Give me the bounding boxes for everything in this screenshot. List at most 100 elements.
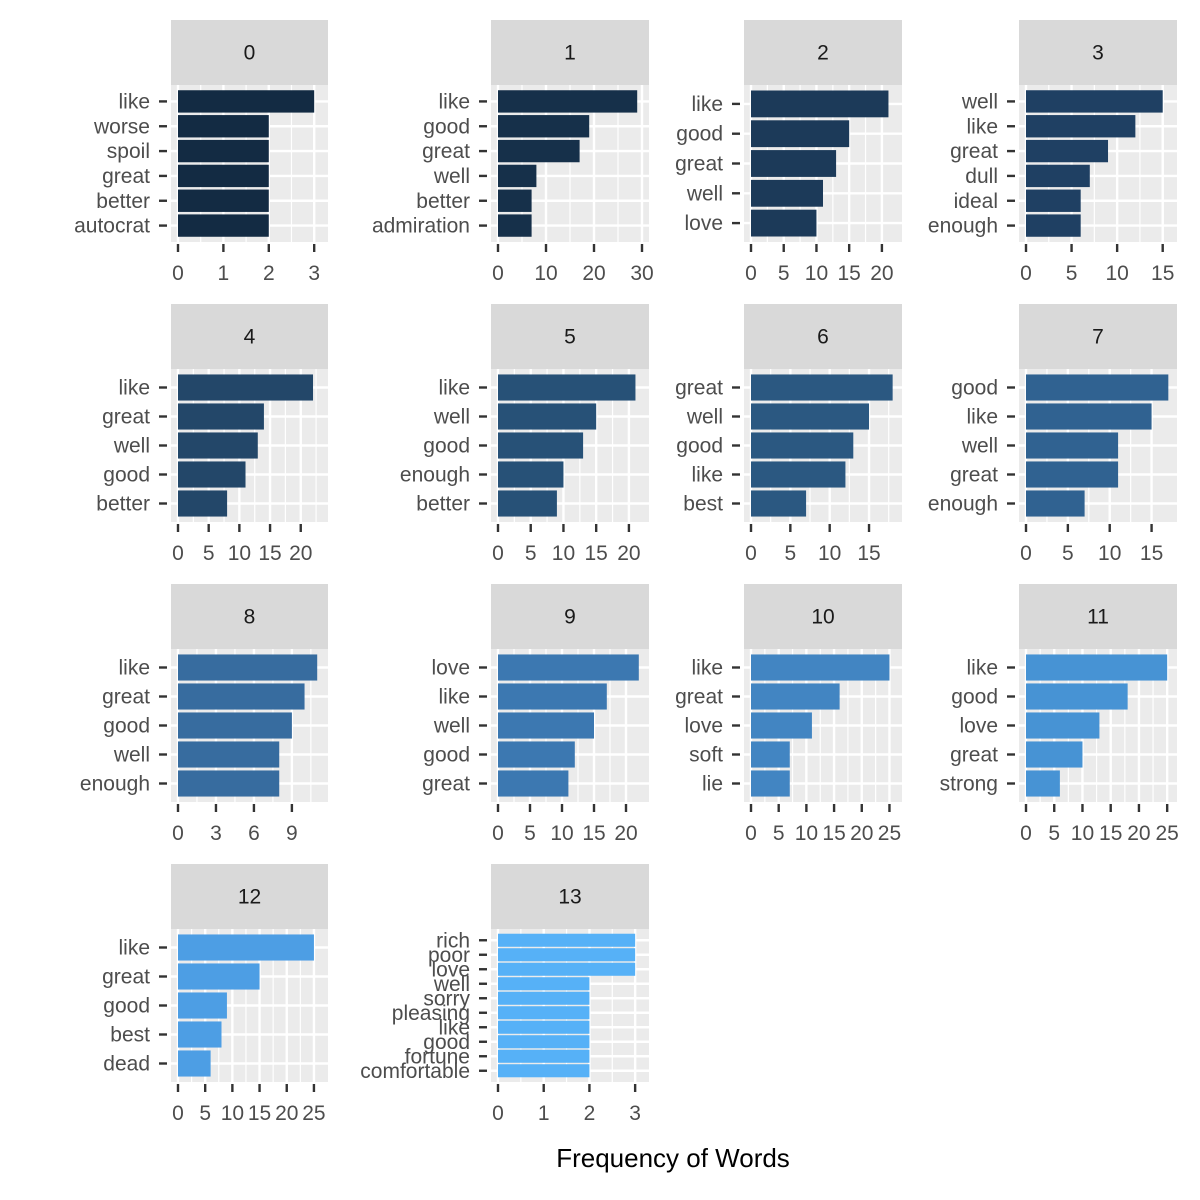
- bar: [751, 179, 823, 207]
- y-tick-label: soft: [689, 744, 723, 767]
- y-tick-label: well: [113, 744, 150, 767]
- x-tick-label: 0: [492, 542, 504, 565]
- y-tick-label: lie: [702, 773, 723, 796]
- x-tick-label: 10: [534, 262, 557, 285]
- bar: [498, 164, 537, 188]
- facet-strip-label: 5: [564, 326, 576, 349]
- x-tick-label: 5: [785, 542, 797, 565]
- y-tick-label: great: [950, 744, 998, 767]
- bar: [751, 712, 812, 739]
- facet-strip: [491, 864, 649, 929]
- bar: [1026, 90, 1163, 113]
- facet-strip-label: 2: [817, 42, 829, 65]
- x-tick-label: 20: [850, 822, 873, 845]
- y-tick-label: good: [951, 686, 998, 709]
- x-tick-label: 10: [552, 542, 575, 565]
- bar: [1026, 139, 1109, 163]
- y-tick-label: like: [438, 686, 470, 709]
- y-tick-label: better: [96, 493, 150, 516]
- bar: [751, 461, 846, 488]
- y-tick-label: best: [110, 1024, 150, 1047]
- bar: [178, 403, 264, 430]
- bar: [498, 214, 532, 237]
- bar: [751, 120, 850, 148]
- y-tick-label: good: [103, 464, 150, 487]
- bar: [178, 654, 318, 681]
- x-tick-label: 1: [538, 1102, 550, 1125]
- facet-strip: [1019, 584, 1177, 649]
- y-tick-label: like: [966, 657, 998, 680]
- bar: [498, 683, 607, 710]
- y-tick-label: great: [675, 377, 723, 400]
- y-tick-label: well: [433, 165, 470, 188]
- bar: [498, 1020, 590, 1034]
- y-tick-label: like: [438, 1016, 470, 1039]
- x-tick-label: 25: [1155, 822, 1178, 845]
- bar: [178, 1050, 211, 1077]
- y-tick-label: rich: [436, 929, 470, 952]
- facet-strip-label: 8: [244, 606, 256, 629]
- x-tick-label: 10: [550, 822, 573, 845]
- x-tick-label: 0: [172, 262, 184, 285]
- x-tick-label: 5: [199, 1102, 211, 1125]
- bar: [1026, 432, 1119, 459]
- bar: [498, 403, 597, 430]
- y-tick-label: good: [951, 377, 998, 400]
- y-tick-label: good: [103, 995, 150, 1018]
- y-tick-label: love: [431, 657, 470, 680]
- y-tick-label: good: [676, 435, 723, 458]
- bar: [178, 1021, 222, 1048]
- y-tick-label: like: [118, 90, 150, 113]
- bar: [498, 933, 636, 947]
- facet-strip-label: 0: [244, 42, 256, 65]
- facet-strip-label: 7: [1092, 326, 1104, 349]
- bar: [1026, 712, 1100, 739]
- bar: [751, 403, 870, 430]
- y-tick-label: well: [961, 435, 998, 458]
- facet-strip: [1019, 20, 1177, 85]
- facet-strip-label: 9: [564, 606, 576, 629]
- y-tick-label: like: [691, 93, 723, 116]
- bar: [498, 712, 594, 739]
- facet-strip: [171, 20, 328, 85]
- bar: [751, 490, 807, 517]
- facet-strip-label: 11: [1087, 606, 1109, 629]
- facet-strip: [491, 304, 649, 369]
- y-tick-label: like: [118, 657, 150, 680]
- y-tick-label: dull: [965, 165, 998, 188]
- bar: [178, 490, 228, 517]
- y-tick-label: better: [416, 190, 470, 213]
- y-tick-label: well: [113, 435, 150, 458]
- x-tick-label: 3: [308, 262, 320, 285]
- facet-panel: 13richpoorlovewellsorrypleasinglikegoodf…: [360, 864, 649, 1125]
- y-tick-label: like: [966, 115, 998, 138]
- y-tick-label: strong: [940, 773, 998, 796]
- y-tick-label: comfortable: [360, 1060, 470, 1083]
- y-tick-label: enough: [400, 464, 470, 487]
- x-tick-label: 10: [1105, 262, 1128, 285]
- bar: [178, 963, 260, 990]
- bar: [751, 432, 854, 459]
- x-tick-label: 2: [584, 1102, 596, 1125]
- x-tick-label: 5: [203, 542, 215, 565]
- x-tick-label: 0: [745, 542, 757, 565]
- y-tick-label: great: [422, 773, 470, 796]
- bar: [1026, 741, 1083, 768]
- facet-strip: [744, 304, 902, 369]
- x-tick-label: 0: [172, 822, 184, 845]
- y-tick-label: sorry: [423, 987, 470, 1010]
- bar: [1026, 374, 1169, 401]
- x-axis-title: Frequency of Words: [556, 1143, 790, 1173]
- x-tick-label: 0: [172, 542, 184, 565]
- x-tick-label: 25: [878, 822, 901, 845]
- bar: [178, 770, 280, 797]
- x-tick-label: 15: [838, 262, 861, 285]
- x-tick-label: 0: [492, 262, 504, 285]
- bar: [751, 741, 790, 768]
- y-tick-label: pleasing: [392, 1002, 470, 1025]
- facet-strip: [491, 20, 649, 85]
- bar: [498, 977, 590, 991]
- x-tick-label: 20: [275, 1102, 298, 1125]
